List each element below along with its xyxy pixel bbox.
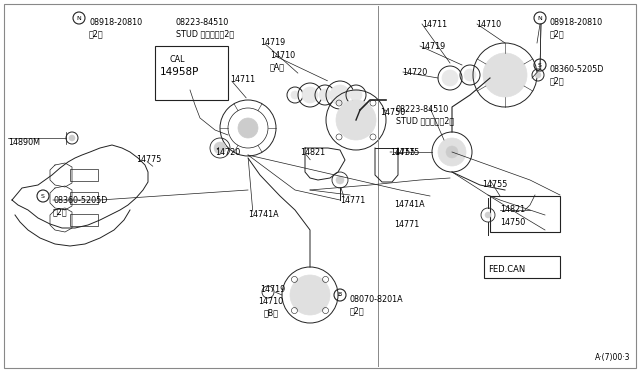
Text: FED.CAN: FED.CAN xyxy=(488,265,525,274)
Text: 14755: 14755 xyxy=(482,180,508,189)
Circle shape xyxy=(446,146,458,158)
Text: 14711: 14711 xyxy=(230,75,255,84)
Circle shape xyxy=(336,100,376,140)
Text: （2）: （2） xyxy=(550,76,564,85)
Circle shape xyxy=(535,72,541,78)
Bar xyxy=(155,46,228,100)
Circle shape xyxy=(319,89,331,101)
Circle shape xyxy=(485,212,491,218)
Bar xyxy=(70,214,98,226)
Text: STUD スタッド（2）: STUD スタッド（2） xyxy=(176,29,234,38)
Text: 14710: 14710 xyxy=(270,51,295,60)
Text: N: N xyxy=(538,16,542,20)
Text: 14771: 14771 xyxy=(340,196,365,205)
Text: （2）: （2） xyxy=(350,306,365,315)
Text: 14720: 14720 xyxy=(215,148,240,157)
Text: 14741A: 14741A xyxy=(248,210,278,219)
Text: （2）: （2） xyxy=(89,29,104,38)
Text: A·(7)00·3: A·(7)00·3 xyxy=(595,353,630,362)
Text: 14775: 14775 xyxy=(136,155,161,164)
Text: 14750: 14750 xyxy=(380,108,405,117)
Text: 08360-5205D: 08360-5205D xyxy=(53,196,108,205)
Text: 08223-84510: 08223-84510 xyxy=(176,18,229,27)
Text: STUD スタッド（2）: STUD スタッド（2） xyxy=(396,116,454,125)
Text: 14741A: 14741A xyxy=(394,200,424,209)
Circle shape xyxy=(438,138,466,166)
Bar xyxy=(70,192,98,204)
Circle shape xyxy=(290,275,330,315)
Circle shape xyxy=(214,142,226,154)
Text: 14750: 14750 xyxy=(500,218,525,227)
Circle shape xyxy=(442,70,458,86)
Circle shape xyxy=(483,53,527,97)
Text: （2）: （2） xyxy=(53,207,68,216)
Text: 14958P: 14958P xyxy=(160,67,200,77)
Text: 08223-84510: 08223-84510 xyxy=(396,105,449,114)
Bar xyxy=(484,256,560,278)
Circle shape xyxy=(330,85,350,105)
Text: 14755: 14755 xyxy=(390,148,415,157)
Text: S: S xyxy=(538,62,542,67)
Text: 14719: 14719 xyxy=(260,38,285,47)
Circle shape xyxy=(350,89,362,101)
Circle shape xyxy=(302,87,318,103)
Text: S: S xyxy=(41,193,45,199)
Circle shape xyxy=(291,91,299,99)
Text: 14710: 14710 xyxy=(258,297,283,306)
Text: 14711: 14711 xyxy=(422,20,447,29)
Text: 14720: 14720 xyxy=(402,68,428,77)
Bar xyxy=(70,169,98,181)
Text: 14775: 14775 xyxy=(394,148,419,157)
Circle shape xyxy=(238,118,258,138)
Text: 14821: 14821 xyxy=(500,205,525,214)
Text: CAL: CAL xyxy=(170,55,186,64)
Text: （2）: （2） xyxy=(550,29,564,38)
Text: 08070-8201A: 08070-8201A xyxy=(350,295,404,304)
Bar xyxy=(490,196,560,232)
Text: 14719: 14719 xyxy=(260,285,285,294)
Text: （A）: （A） xyxy=(270,62,285,71)
Text: 14719: 14719 xyxy=(420,42,445,51)
Text: 14890M: 14890M xyxy=(8,138,40,147)
Text: 08360-5205D: 08360-5205D xyxy=(550,65,604,74)
Text: 14771: 14771 xyxy=(394,220,419,229)
Circle shape xyxy=(69,135,75,141)
Circle shape xyxy=(336,176,344,184)
Text: 08918-20810: 08918-20810 xyxy=(550,18,603,27)
Circle shape xyxy=(464,69,476,81)
Text: （B）: （B） xyxy=(264,308,279,317)
Text: 14821: 14821 xyxy=(300,148,325,157)
Text: 14710: 14710 xyxy=(476,20,501,29)
Text: B: B xyxy=(338,292,342,298)
Text: 08918-20810: 08918-20810 xyxy=(89,18,142,27)
Text: N: N xyxy=(77,16,81,20)
